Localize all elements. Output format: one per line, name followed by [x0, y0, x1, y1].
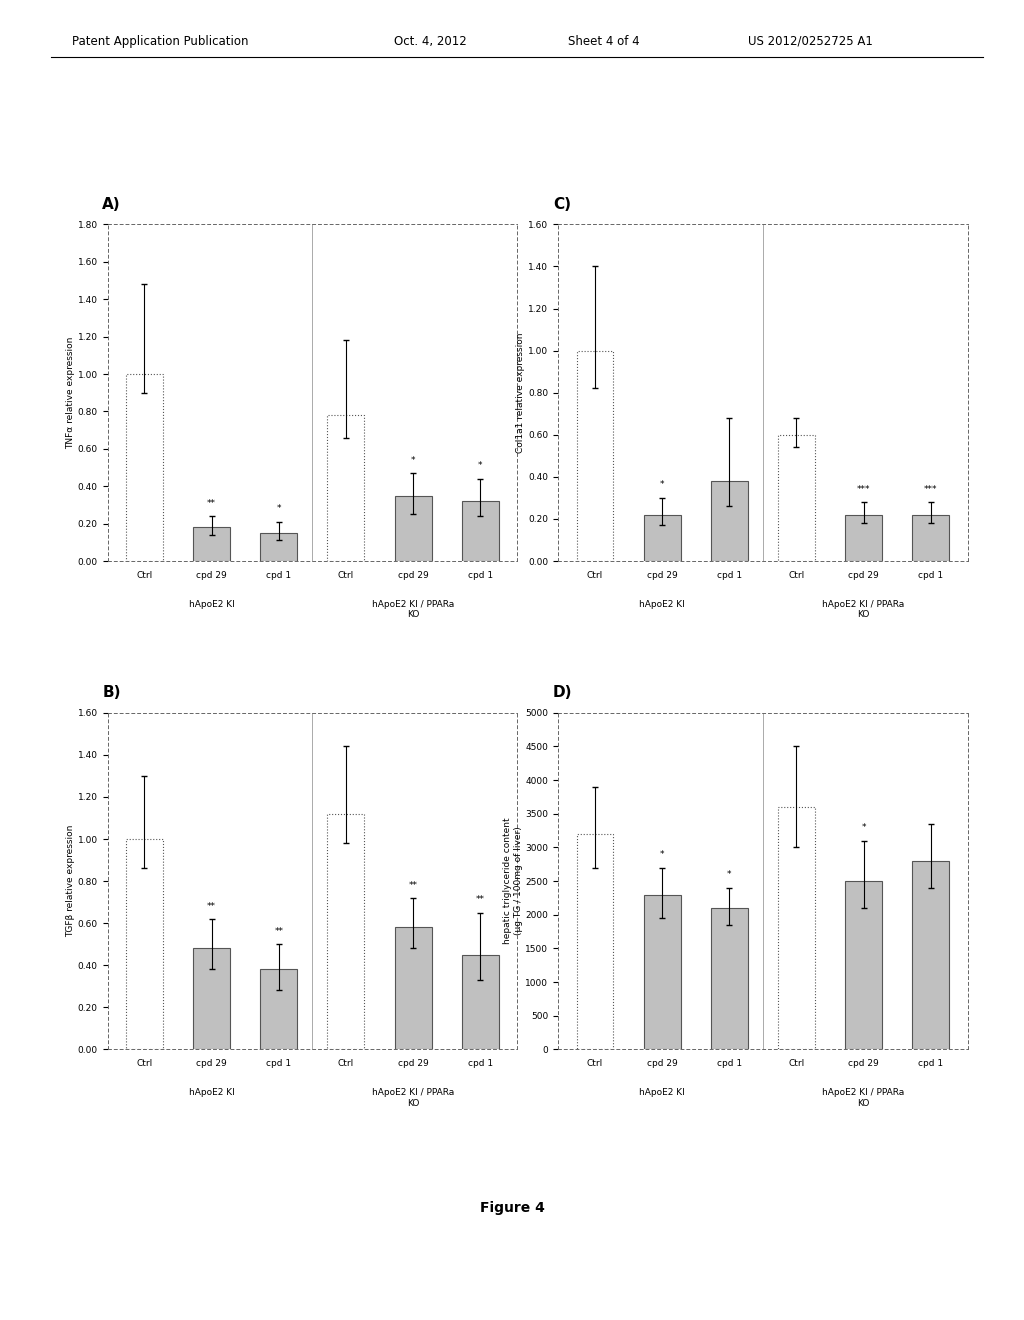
Text: hApoE2 KI: hApoE2 KI	[639, 1088, 685, 1097]
Bar	[845, 882, 882, 1049]
Bar	[394, 928, 431, 1049]
Bar	[126, 840, 163, 1049]
Bar	[394, 495, 431, 561]
Bar	[260, 969, 297, 1049]
Text: B): B)	[102, 685, 121, 700]
Text: **: **	[207, 499, 216, 508]
Text: hApoE2 KI / PPARa
KO: hApoE2 KI / PPARa KO	[822, 1088, 905, 1107]
Bar	[644, 515, 681, 561]
Text: *: *	[659, 850, 665, 859]
Bar	[328, 416, 365, 561]
Y-axis label: hepatic triglyceride content
(μg TG / 100mg of liver): hepatic triglyceride content (μg TG / 10…	[503, 818, 522, 944]
Text: C): C)	[553, 197, 571, 211]
Text: Oct. 4, 2012: Oct. 4, 2012	[394, 34, 467, 48]
Text: **: **	[476, 895, 484, 904]
Bar	[462, 502, 499, 561]
Text: A): A)	[102, 197, 121, 211]
Bar	[912, 861, 949, 1049]
Bar	[778, 807, 815, 1049]
Bar	[711, 480, 748, 561]
Text: *: *	[861, 824, 866, 833]
Bar	[711, 908, 748, 1049]
Text: ***: ***	[924, 484, 938, 494]
Text: *: *	[727, 870, 731, 879]
Text: Sheet 4 of 4: Sheet 4 of 4	[568, 34, 640, 48]
Text: *: *	[478, 461, 482, 470]
Bar	[462, 954, 499, 1049]
Bar	[577, 834, 613, 1049]
Text: **: **	[207, 902, 216, 911]
Text: hApoE2 KI / PPARa
KO: hApoE2 KI / PPARa KO	[372, 1088, 455, 1107]
Text: hApoE2 KI: hApoE2 KI	[639, 599, 685, 609]
Bar	[912, 515, 949, 561]
Bar	[778, 434, 815, 561]
Text: D): D)	[553, 685, 572, 700]
Bar	[577, 351, 613, 561]
Text: hApoE2 KI / PPARa
KO: hApoE2 KI / PPARa KO	[822, 599, 905, 619]
Bar	[194, 528, 230, 561]
Y-axis label: TNFα relative expression: TNFα relative expression	[66, 337, 75, 449]
Bar	[845, 515, 882, 561]
Text: **: **	[409, 880, 418, 890]
Bar	[194, 949, 230, 1049]
Bar	[126, 374, 163, 561]
Y-axis label: Col1a1 relative expression: Col1a1 relative expression	[516, 333, 525, 453]
Text: hApoE2 KI: hApoE2 KI	[188, 599, 234, 609]
Text: Figure 4: Figure 4	[479, 1201, 545, 1214]
Text: ***: ***	[857, 484, 870, 494]
Text: hApoE2 KI: hApoE2 KI	[188, 1088, 234, 1097]
Y-axis label: TGFβ relative expression: TGFβ relative expression	[66, 825, 75, 937]
Text: Patent Application Publication: Patent Application Publication	[72, 34, 248, 48]
Bar	[644, 895, 681, 1049]
Text: *: *	[659, 480, 665, 490]
Bar	[260, 533, 297, 561]
Text: *: *	[411, 455, 416, 465]
Text: US 2012/0252725 A1: US 2012/0252725 A1	[748, 34, 872, 48]
Text: **: **	[274, 927, 284, 936]
Bar	[328, 813, 365, 1049]
Text: hApoE2 KI / PPARa
KO: hApoE2 KI / PPARa KO	[372, 599, 455, 619]
Text: *: *	[276, 504, 281, 513]
